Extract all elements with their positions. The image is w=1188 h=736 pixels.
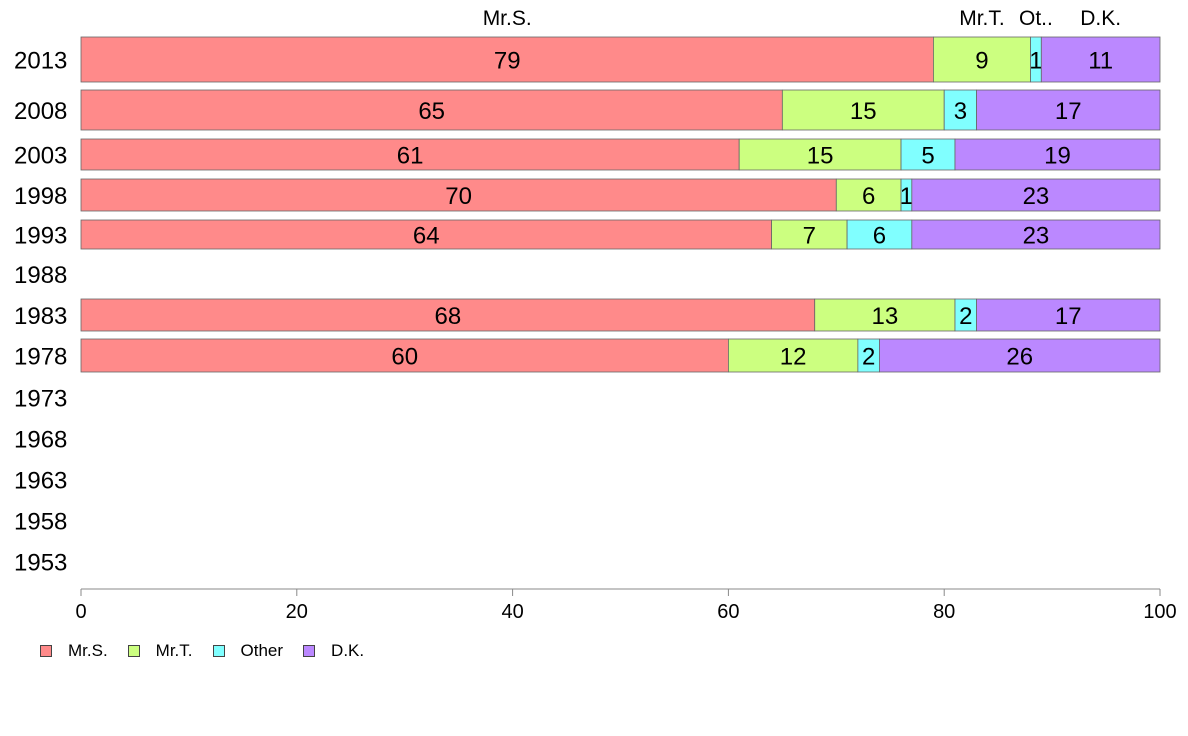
year-label: 1978 (14, 344, 67, 371)
segment-value-label: 19 (1044, 143, 1071, 170)
x-tick-label: 40 (501, 601, 523, 623)
legend-item-mr-t: Mr.T. (127, 641, 193, 661)
segment-value-label: 64 (413, 223, 440, 250)
bar-segment (728, 338, 859, 373)
segment-value-label: 3 (954, 98, 967, 125)
segment-value-label: 2 (862, 344, 875, 371)
bar-segment (976, 298, 1161, 332)
segment-value-label: 12 (780, 344, 807, 371)
year-label: 1968 (14, 427, 67, 454)
bar-segment (80, 36, 934, 83)
bar-segment (846, 219, 913, 250)
bar-segment (814, 298, 956, 332)
legend-label-dk: D.K. (331, 641, 365, 660)
segment-value-label: 15 (807, 143, 834, 170)
bar-segment (835, 178, 902, 212)
segment-value-label: 11 (1088, 48, 1113, 75)
bar-segment (933, 36, 1031, 83)
segment-value-label: 2 (959, 303, 972, 330)
bar-segment (954, 138, 1161, 171)
segment-value-label: 9 (975, 48, 988, 75)
segment-value-label: 26 (1006, 344, 1033, 371)
segment-value-label: 17 (1055, 303, 1082, 330)
legend-swatch-dk (303, 645, 316, 657)
bar-segment (911, 178, 1161, 212)
segment-value-label: 15 (850, 98, 877, 125)
column-header: D.K. (1080, 7, 1121, 30)
segment-value-label: 5 (921, 143, 934, 170)
segment-value-label: 65 (418, 98, 445, 125)
bar-segment (80, 178, 837, 212)
x-tick-label: 0 (75, 601, 86, 623)
legend-item-mr-s: Mr.S. (40, 641, 108, 661)
segment-value-label: 1 (900, 183, 913, 210)
year-label: 1988 (14, 262, 67, 289)
bar-segment (900, 138, 956, 171)
legend-swatch-mr-s (40, 645, 52, 657)
segment-value-label: 17 (1055, 98, 1082, 125)
year-label: 2003 (14, 143, 67, 170)
year-label: 2008 (14, 98, 67, 125)
bar-segment (80, 219, 772, 250)
bar-segment (879, 338, 1161, 373)
column-header: Mr.S. (483, 7, 532, 30)
legend: Mr.S. Mr.T. Other D.K. (40, 641, 384, 661)
year-label: 1998 (14, 183, 67, 210)
year-label: 2013 (14, 48, 67, 75)
segment-value-label: 6 (862, 183, 875, 210)
bar-segment (1040, 36, 1161, 83)
bar-segment (781, 89, 945, 131)
bar-segment (80, 138, 740, 171)
bar-segment (738, 138, 902, 171)
legend-item-dk: D.K. (303, 641, 364, 661)
bar-segment (80, 338, 729, 373)
x-tick-label: 60 (717, 601, 739, 623)
legend-swatch-mr-t (127, 645, 140, 657)
year-label: 1958 (14, 509, 67, 536)
year-label: 1993 (14, 223, 67, 250)
segment-value-label: 61 (397, 143, 424, 170)
segment-value-label: 60 (391, 344, 418, 371)
segment-value-label: 7 (803, 223, 816, 250)
bar-segment (943, 89, 977, 131)
year-label: 1953 (14, 550, 67, 577)
legend-swatch-other (212, 645, 225, 657)
bar-segment (80, 298, 816, 332)
column-header: Mr.T. (959, 7, 1005, 30)
segment-value-label: 23 (1023, 183, 1050, 210)
x-axis: 0 20 40 60 80 100 (75, 588, 1177, 623)
column-header: Ot.. (1019, 7, 1053, 30)
year-labels: 2013 2008 2003 1998 1993 1988 1983 1978 1973 1968… (14, 48, 67, 577)
legend-label-mr-t: Mr.T. (155, 641, 193, 660)
year-label: 1973 (14, 386, 67, 413)
legend-label-mr-s: Mr.S. (68, 641, 108, 660)
segment-value-label: 6 (873, 223, 886, 250)
segment-value-label: 1 (1029, 48, 1042, 75)
year-label: 1983 (14, 303, 67, 330)
segment-value-label: 79 (494, 48, 521, 75)
bar-segment (771, 219, 848, 250)
legend-label-other: Other (240, 641, 284, 660)
x-tick-label: 80 (933, 601, 955, 623)
legend-item-other: Other (212, 641, 284, 661)
x-tick-label: 20 (286, 601, 308, 623)
segment-value-label: 68 (435, 303, 462, 330)
bar-segment (976, 89, 1161, 131)
bar-segment (911, 219, 1161, 250)
x-tick-label: 100 (1143, 601, 1176, 623)
column-headers: Mr.S. Mr.T. Ot.. D.K. (483, 7, 1121, 30)
segment-value-label: 70 (445, 183, 472, 210)
segment-value-label: 23 (1023, 223, 1050, 250)
segment-value-label: 13 (872, 303, 899, 330)
year-label: 1963 (14, 468, 67, 495)
